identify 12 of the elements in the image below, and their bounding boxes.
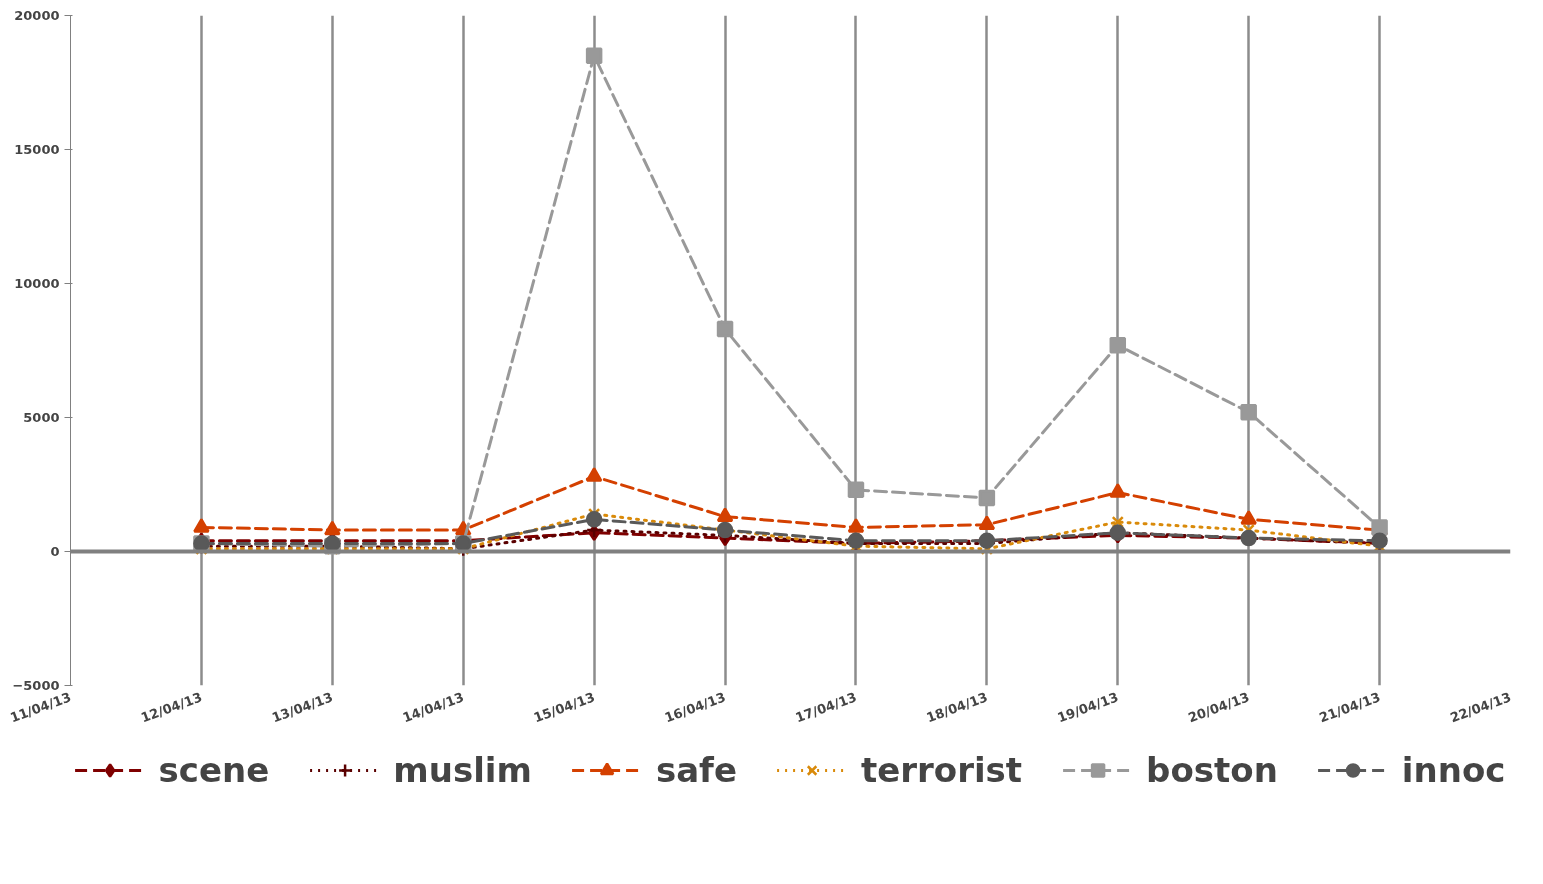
legend-label: scene [158,750,270,790]
legend-label: muslim [393,750,532,790]
y-tick-label: −5000 [12,678,60,693]
y-tick-label: 10000 [14,276,60,291]
y-tick-label: 5000 [23,410,60,425]
legend-label: innoc [1401,750,1506,790]
legend-label: safe [655,750,737,790]
legend-label: boston [1146,750,1278,790]
y-tick-label: 0 [50,544,60,559]
legend-label: terrorist [860,750,1023,790]
y-tick-label: 20000 [14,8,60,23]
y-tick-label: 15000 [14,142,60,157]
